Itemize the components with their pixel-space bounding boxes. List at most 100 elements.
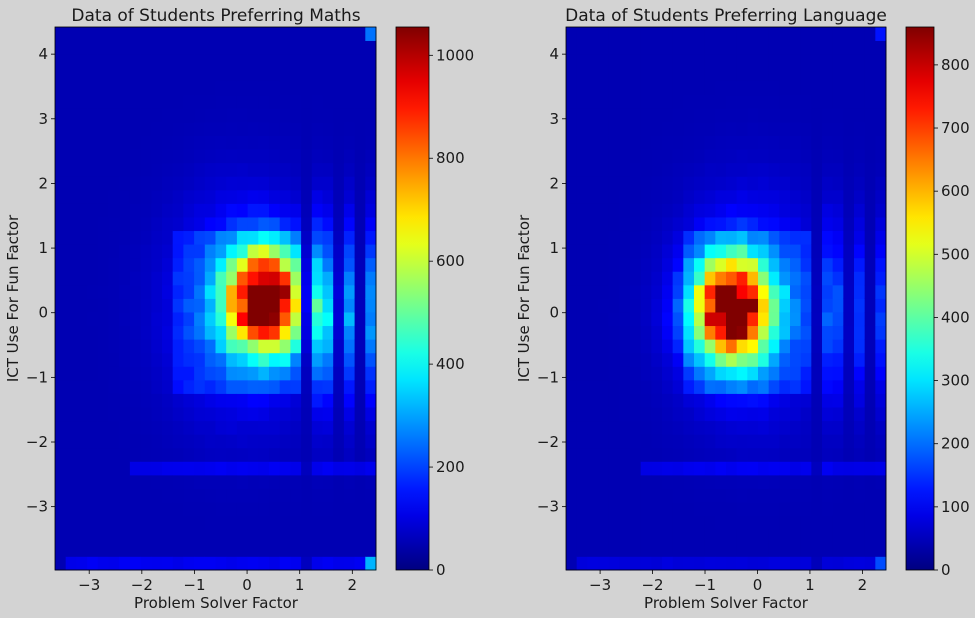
heatmap-cell <box>619 393 631 408</box>
heatmap-cell <box>55 67 67 82</box>
heatmap-cell <box>311 366 323 381</box>
heatmap-cell <box>301 556 313 571</box>
heatmap-cell <box>854 257 866 272</box>
heatmap-cell <box>800 542 812 557</box>
heatmap-cell <box>76 352 88 367</box>
heatmap-cell <box>162 474 174 489</box>
heatmap-cell <box>672 149 684 164</box>
heatmap-cell <box>76 556 88 571</box>
heatmap-cell <box>279 271 291 286</box>
heatmap-cell <box>311 542 323 557</box>
heatmap-cell <box>322 502 334 517</box>
heatmap-cell <box>768 94 780 109</box>
heatmap-cell <box>108 298 120 313</box>
heatmap-cell <box>269 230 281 245</box>
heatmap-cell <box>779 176 791 191</box>
heatmap-cell <box>65 54 77 69</box>
heatmap-cell <box>258 447 270 462</box>
heatmap-cell <box>822 339 834 354</box>
heatmap-cell <box>864 284 876 299</box>
heatmap-cell <box>194 325 206 340</box>
heatmap-cell <box>194 217 206 232</box>
heatmap-cell <box>587 135 599 150</box>
heatmap-cell <box>758 339 770 354</box>
heatmap-cell <box>226 27 238 41</box>
heatmap-cell <box>65 203 77 218</box>
heatmap-cell <box>790 529 802 544</box>
heatmap-cell <box>365 393 377 408</box>
heatmap-cell <box>226 434 238 449</box>
heatmap-cell <box>736 447 748 462</box>
heatmap-cell <box>651 271 663 286</box>
heatmap-cell <box>758 271 770 286</box>
heatmap-cell <box>183 352 195 367</box>
heatmap-cell <box>226 94 238 109</box>
heatmap-cell <box>322 556 334 571</box>
heatmap-cell <box>800 257 812 272</box>
heatmap-cell <box>343 447 355 462</box>
heatmap-cell <box>226 149 238 164</box>
heatmap-cell <box>598 135 610 150</box>
heatmap-cell <box>87 135 99 150</box>
heatmap-cell <box>301 298 313 313</box>
heatmap-cell <box>843 203 855 218</box>
heatmap-cell <box>343 40 355 55</box>
heatmap-cell <box>108 502 120 517</box>
heatmap-cell <box>704 94 716 109</box>
heatmap-cell <box>768 325 780 340</box>
heatmap-cell <box>747 67 759 82</box>
heatmap-cell <box>311 54 323 69</box>
heatmap-cell <box>619 122 631 136</box>
heatmap-cell <box>258 40 270 55</box>
heatmap-cell <box>354 149 366 164</box>
heatmap-cell <box>140 461 152 476</box>
y-tick-label: 2 <box>38 174 48 192</box>
heatmap-cell <box>630 217 642 232</box>
heatmap-cell <box>172 27 184 41</box>
heatmap-cell <box>576 230 588 245</box>
heatmap-cell <box>672 94 684 109</box>
heatmap-cell <box>640 542 652 557</box>
heatmap-cell <box>854 217 866 232</box>
heatmap-cell <box>279 461 291 476</box>
heatmap-cell <box>354 271 366 286</box>
heatmap-cell <box>183 27 195 41</box>
heatmap-cell <box>779 502 791 517</box>
heatmap-cell <box>140 488 152 503</box>
heatmap-cell <box>258 244 270 259</box>
heatmap-cell <box>55 284 67 299</box>
heatmap-cell <box>354 420 366 435</box>
heatmap-cell <box>236 529 248 544</box>
heatmap-cell <box>576 556 588 571</box>
heatmap-cell <box>290 54 302 69</box>
heatmap-cell <box>215 122 227 136</box>
heatmap-cell <box>715 447 727 462</box>
heatmap-cell <box>183 67 195 82</box>
heatmap-cell <box>662 312 674 327</box>
heatmap-cell <box>768 217 780 232</box>
heatmap-cell <box>322 149 334 164</box>
heatmap-cell <box>704 515 716 530</box>
heatmap-cell <box>151 135 163 150</box>
heatmap-cell <box>694 529 706 544</box>
heatmap-cell <box>822 352 834 367</box>
heatmap-cell <box>651 352 663 367</box>
heatmap-cell <box>151 393 163 408</box>
heatmap-cell <box>864 162 876 177</box>
heatmap-cell <box>247 515 259 530</box>
heatmap-cell <box>226 339 238 354</box>
heatmap-cell <box>97 189 109 204</box>
heatmap-cell <box>119 271 131 286</box>
heatmap-cell <box>619 230 631 245</box>
heatmap-cell <box>662 339 674 354</box>
heatmap-cell <box>630 447 642 462</box>
heatmap-cell <box>811 162 823 177</box>
heatmap-cell <box>87 298 99 313</box>
heatmap-cell <box>279 488 291 503</box>
heatmap-cell <box>576 515 588 530</box>
heatmap-cell <box>247 393 259 408</box>
heatmap-cell <box>598 502 610 517</box>
heatmap-cell <box>704 474 716 489</box>
heatmap-cell <box>683 135 695 150</box>
heatmap-cell <box>183 542 195 557</box>
